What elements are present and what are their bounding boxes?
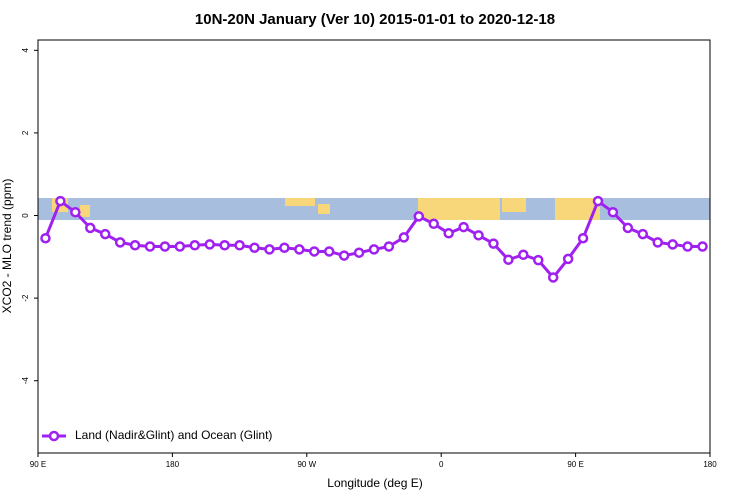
data-point: [219, 240, 230, 251]
data-point: [518, 249, 529, 261]
data-point: [85, 222, 96, 234]
land: [285, 198, 315, 206]
land: [555, 198, 600, 220]
x-tick-label: 0: [439, 460, 444, 469]
data-point: [234, 240, 245, 251]
data-point: [40, 232, 51, 244]
data-point: [368, 244, 380, 255]
y-axis-label: XCO2 - MLO trend (ppm): [0, 179, 14, 314]
data-point: [70, 206, 81, 218]
data-point: [338, 250, 350, 261]
data-point: [577, 232, 589, 244]
data-point: [294, 244, 305, 255]
data-point: [682, 241, 693, 252]
data-point: [55, 195, 66, 207]
data-point: [279, 242, 290, 253]
data-point: [309, 246, 320, 257]
y-tick-label: 4: [21, 48, 30, 53]
data-point: [353, 247, 365, 258]
data-point: [323, 246, 335, 257]
data-point: [533, 254, 544, 266]
data-point: [174, 241, 186, 252]
land: [318, 204, 330, 214]
data-point: [204, 239, 215, 250]
data-point: [114, 237, 126, 248]
land: [502, 198, 526, 212]
data-point: [667, 239, 678, 250]
y-tick-label: -4: [21, 377, 30, 385]
data-point: [547, 272, 559, 283]
data-point: [697, 241, 708, 252]
data-point: [473, 230, 484, 241]
data-point: [398, 232, 410, 243]
map-strip: [38, 198, 710, 220]
data-point: [129, 240, 141, 251]
x-tick-label: 180: [166, 460, 180, 469]
data-point: [443, 228, 454, 239]
data-point: [488, 238, 499, 249]
legend-label: Land (Nadir&Glint) and Ocean (Glint): [75, 428, 272, 442]
data-point: [159, 241, 171, 252]
data-point: [99, 228, 111, 240]
land: [418, 198, 500, 220]
y-tick-label: 0: [21, 213, 30, 218]
land: [80, 205, 90, 217]
data-point: [503, 254, 514, 265]
data-point: [562, 253, 574, 265]
y-tick-label: -2: [21, 294, 30, 302]
x-axis-label: Longitude (deg E): [327, 476, 422, 490]
chart-title: 10N-20N January (Ver 10) 2015-01-01 to 2…: [195, 11, 555, 28]
data-point: [264, 244, 275, 255]
data-point: [592, 195, 604, 207]
data-point: [413, 211, 425, 222]
data-point: [249, 242, 260, 253]
data-point: [144, 241, 156, 252]
x-tick-label: 90 E: [30, 460, 46, 469]
data-point: [189, 240, 201, 251]
data-point: [383, 241, 395, 252]
data-point: [458, 221, 469, 233]
data-point: [652, 237, 663, 248]
plot-frame: [37, 39, 711, 454]
y-tick-label: 2: [21, 130, 30, 135]
x-tick-label: 90 W: [297, 460, 316, 469]
x-tick-label: 90 E: [567, 460, 583, 469]
data-point: [637, 228, 649, 240]
data-point: [607, 206, 619, 218]
data-point: [622, 222, 634, 234]
x-tick-label: 180: [703, 460, 717, 469]
legend-marker: [48, 430, 60, 442]
ocean-band: [38, 198, 710, 220]
data-point: [428, 218, 439, 230]
